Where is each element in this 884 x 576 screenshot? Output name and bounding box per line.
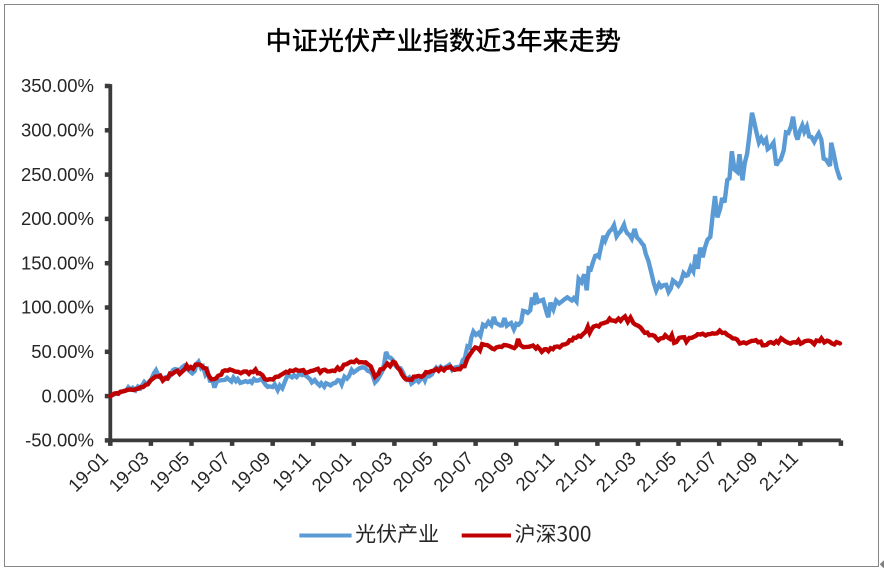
- svg-text:150.00%: 150.00%: [21, 252, 94, 273]
- svg-text:-50.00%: -50.00%: [25, 430, 94, 451]
- svg-text:350.00%: 350.00%: [21, 75, 94, 96]
- svg-text:300.00%: 300.00%: [21, 120, 94, 141]
- svg-text:50.00%: 50.00%: [31, 341, 94, 362]
- svg-text:250.00%: 250.00%: [21, 164, 94, 185]
- svg-text:100.00%: 100.00%: [21, 297, 94, 318]
- svg-text:200.00%: 200.00%: [21, 208, 94, 229]
- svg-text:0.00%: 0.00%: [42, 385, 94, 406]
